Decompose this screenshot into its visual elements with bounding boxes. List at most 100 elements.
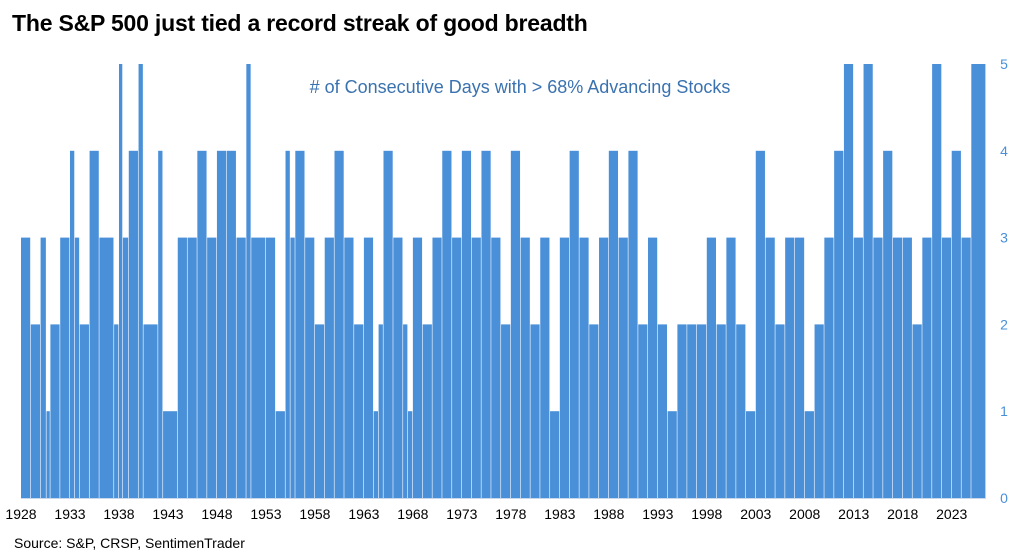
x-tick-label: 1933 — [54, 506, 85, 522]
bar — [863, 64, 873, 498]
bar — [677, 324, 687, 498]
x-tick-label: 1963 — [348, 506, 379, 522]
bar — [378, 324, 383, 498]
bar — [716, 324, 726, 498]
bar — [79, 324, 89, 498]
bar — [628, 150, 638, 499]
bar — [50, 324, 60, 498]
bar — [422, 324, 432, 498]
bar — [843, 64, 854, 498]
bar — [618, 237, 628, 498]
x-tick-label: 1938 — [103, 506, 134, 522]
bar — [696, 324, 707, 498]
x-tick-label: 1953 — [250, 506, 281, 522]
bar — [873, 237, 883, 498]
bar — [481, 150, 491, 499]
bar — [755, 150, 765, 499]
bar — [579, 237, 589, 498]
x-axis: 1928 1933 1938 1943 1948 1953 1958 1963 1968 1973… — [5, 498, 986, 522]
bar — [373, 411, 378, 498]
bar — [295, 150, 305, 499]
x-tick-label: 2008 — [789, 506, 820, 522]
y-tick-label: 5 — [1000, 56, 1008, 72]
bar — [912, 324, 922, 498]
bar — [187, 237, 197, 498]
bar — [403, 324, 408, 498]
bar — [892, 237, 903, 498]
bar — [432, 237, 442, 498]
x-tick-label: 1988 — [593, 506, 624, 522]
bar — [122, 237, 129, 498]
bar — [60, 237, 70, 498]
y-tick-label: 2 — [1000, 316, 1008, 332]
bar — [736, 324, 746, 498]
bar — [559, 237, 570, 498]
bar — [550, 411, 560, 498]
bars-group — [21, 64, 986, 499]
bar — [971, 64, 986, 498]
bar — [706, 237, 716, 498]
bar — [143, 324, 158, 498]
bar — [197, 150, 207, 499]
y-tick-label: 0 — [1000, 490, 1008, 506]
bar — [648, 237, 658, 498]
bar — [275, 411, 285, 498]
bar — [314, 324, 325, 498]
bar — [461, 150, 472, 499]
bar — [589, 324, 599, 498]
x-tick-label: 1983 — [544, 506, 575, 522]
bar — [824, 237, 834, 498]
bar — [207, 237, 217, 498]
bar — [961, 237, 971, 498]
bar — [814, 324, 824, 498]
x-tick-label: 1948 — [201, 506, 232, 522]
bar — [902, 237, 912, 498]
bar — [290, 237, 295, 498]
bar — [785, 237, 795, 498]
x-tick-label: 2018 — [887, 506, 918, 522]
x-tick-label: 2003 — [740, 506, 771, 522]
bar — [853, 237, 863, 498]
bar — [285, 150, 290, 499]
y-tick-label: 3 — [1000, 230, 1008, 246]
bar — [510, 150, 521, 499]
bar — [30, 324, 40, 498]
bar — [687, 324, 697, 498]
bar — [501, 324, 511, 498]
bar — [442, 150, 452, 499]
bar — [69, 150, 75, 499]
y-tick-label: 1 — [1000, 403, 1008, 419]
series-label: # of Consecutive Days with > 68% Advanci… — [310, 77, 731, 97]
bar — [412, 237, 423, 498]
bar — [46, 411, 50, 498]
bar — [599, 237, 609, 498]
bar — [407, 411, 413, 498]
x-tick-label: 1968 — [397, 506, 428, 522]
x-tick-label: 2023 — [936, 506, 967, 522]
bar — [363, 237, 374, 498]
bar — [40, 237, 46, 498]
bar — [265, 237, 276, 498]
bar — [138, 64, 143, 498]
bar — [530, 324, 540, 498]
x-tick-label: 1973 — [446, 506, 477, 522]
bar — [21, 237, 31, 498]
x-tick-label: 1958 — [299, 506, 330, 522]
bar — [883, 150, 893, 499]
bar — [344, 237, 354, 498]
x-tick-label: 1978 — [495, 506, 526, 522]
x-tick-label: 1928 — [5, 506, 36, 522]
bar — [393, 237, 403, 498]
bar — [89, 150, 99, 499]
bar — [354, 324, 364, 498]
bar — [745, 411, 756, 498]
bar — [452, 237, 462, 498]
bar — [932, 64, 942, 498]
x-tick-label: 1993 — [642, 506, 673, 522]
x-tick-label: 1998 — [691, 506, 722, 522]
bar — [569, 150, 579, 499]
bar — [99, 237, 114, 498]
bar — [520, 237, 530, 498]
bar — [158, 150, 163, 499]
